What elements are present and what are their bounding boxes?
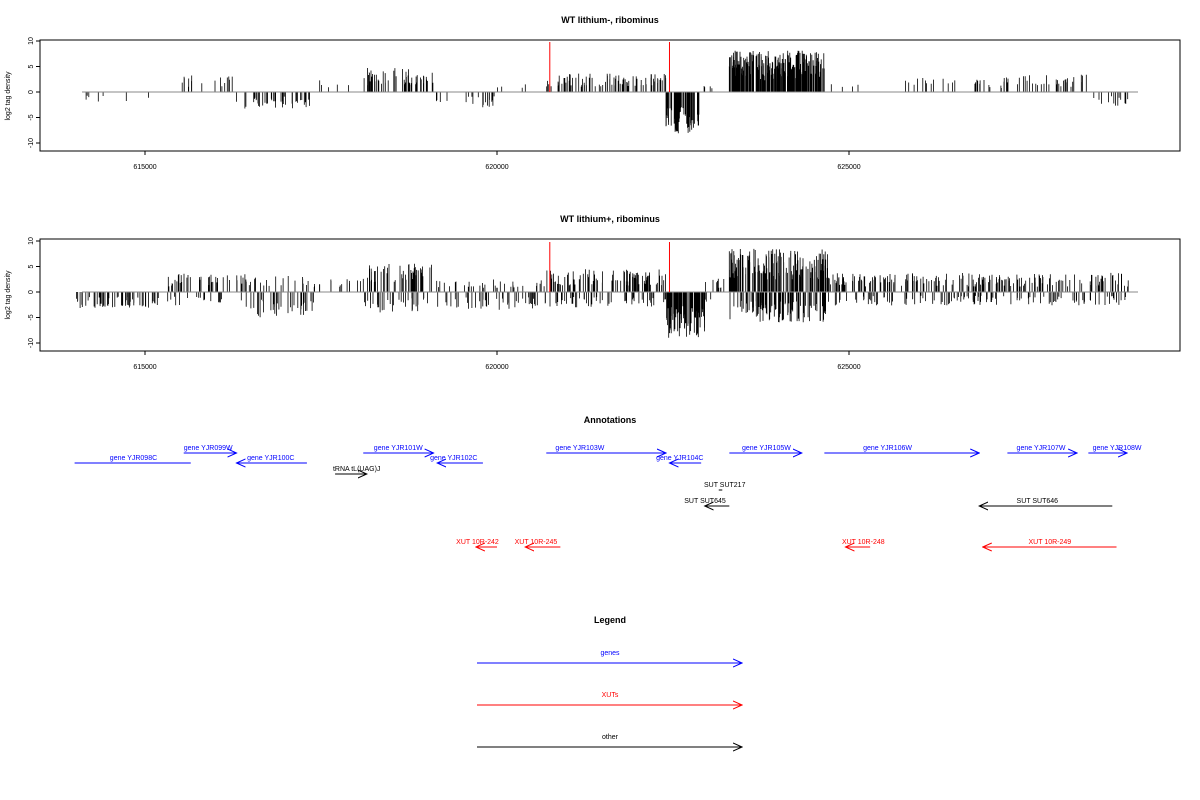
annotation-feature: tRNA tL(UAG)J [333, 466, 380, 474]
y-tick-label: -10 [28, 338, 35, 348]
panel-lithium-plus: WT lithium+, ribominus log2 tag density … [5, 214, 1181, 371]
feature-label: XUT 10R-249 [1029, 539, 1072, 546]
density-bars [85, 50, 1129, 134]
annotation-feature: gene YJR107W [1007, 445, 1077, 453]
legend-items: genes XUTs other [477, 650, 742, 747]
feature-label: SUT SUT645 [684, 498, 726, 505]
annotation-feature: SUT SUT645 [684, 498, 730, 506]
panel-2-markers [549, 242, 670, 292]
feature-label: XUT 10R-242 [456, 539, 499, 546]
x-tick-label: 615000 [133, 164, 156, 171]
panel-2-x-axis: 615000 620000 625000 [133, 351, 861, 371]
feature-label: gene YJR101W [374, 445, 423, 452]
annotation-feature: gene YJR099W [183, 445, 237, 453]
annotations-title: Annotations [584, 415, 637, 425]
x-tick-label: 620000 [485, 364, 508, 371]
x-tick-label: 615000 [133, 364, 156, 371]
y-tick-label: 0 [28, 290, 35, 294]
feature-label: gene YJR100C [247, 455, 294, 462]
annotation-feature: gene YJR104C [656, 455, 703, 463]
panel-1-y-axis: 10 5 0 -5 -10 [28, 37, 40, 148]
panel-2-y-axis: 10 5 0 -5 -10 [28, 237, 40, 348]
x-tick-label: 625000 [837, 164, 860, 171]
legend-item: other [477, 734, 742, 747]
panel-1-frame [39, 39, 1181, 152]
feature-label: gene YJR105W [742, 445, 791, 452]
annotation-items: gene YJR098C gene YJR099W gene YJR100C gene… [74, 445, 1142, 547]
y-tick-label: 10 [28, 37, 35, 45]
feature-label: gene YJR103W [555, 445, 604, 452]
panel-1-x-axis: 615000 620000 625000 [133, 151, 861, 171]
annotation-feature: XUT 10R-242 [456, 539, 499, 547]
y-tick-label: 0 [28, 90, 35, 94]
annotation-feature: gene YJR102C [430, 455, 483, 463]
feature-label: XUT 10R-245 [515, 539, 558, 546]
feature-label: XUT 10R-248 [842, 539, 885, 546]
annotation-feature: gene YJR101W [363, 445, 433, 453]
legend-label: other [602, 734, 619, 741]
panel-2-title: WT lithium+, ribominus [560, 214, 660, 224]
feature-label: SUT SUT217 [704, 482, 746, 489]
annotation-feature: SUT SUT646 [979, 498, 1113, 506]
x-tick-label: 625000 [837, 364, 860, 371]
legend-label: XUTs [602, 692, 619, 699]
annotation-feature: gene YJR103W [546, 445, 666, 453]
annotation-feature: gene YJR108W [1088, 445, 1142, 453]
panel-1-ylabel: log2 tag density [5, 71, 12, 121]
panel-1-title: WT lithium-, ribominus [561, 15, 659, 25]
feature-label: gene YJR099W [184, 445, 233, 452]
annotation-feature: gene YJR106W [824, 445, 979, 453]
panel-1-bars [85, 50, 1129, 134]
panel-lithium-minus: WT lithium-, ribominus log2 tag density … [5, 15, 1181, 171]
feature-label: gene YJR098C [110, 455, 157, 462]
legend-section: Legend genes XUTs other [477, 615, 742, 747]
y-tick-label: -5 [28, 314, 35, 320]
panel-1-markers [549, 42, 670, 92]
density-bars [76, 248, 1129, 338]
panel-2-frame [39, 238, 1181, 352]
feature-label: SUT SUT646 [1017, 498, 1059, 505]
panel-2-bars [76, 248, 1129, 338]
feature-label: tRNA tL(UAG)J [333, 466, 380, 473]
y-tick-label: 10 [28, 237, 35, 245]
y-tick-label: 5 [28, 64, 35, 68]
feature-label: gene YJR106W [863, 445, 912, 452]
annotation-feature: SUT SUT217 [704, 482, 746, 491]
panel-2-ylabel: log2 tag density [5, 270, 12, 320]
legend-label: genes [600, 650, 620, 657]
x-tick-label: 620000 [485, 164, 508, 171]
y-tick-label: -5 [28, 114, 35, 120]
annotation-feature: XUT 10R-245 [515, 539, 561, 547]
annotation-feature: gene YJR105W [729, 445, 802, 453]
legend-item: XUTs [477, 692, 742, 705]
feature-label: gene YJR107W [1017, 445, 1066, 452]
annotation-feature: gene YJR098C [74, 455, 191, 464]
feature-label: gene YJR104C [656, 455, 703, 462]
legend-title: Legend [594, 615, 626, 625]
feature-label: gene YJR102C [430, 455, 477, 462]
legend-item: genes [477, 650, 742, 663]
y-tick-label: -10 [28, 138, 35, 148]
annotation-feature: XUT 10R-249 [983, 539, 1117, 547]
annotation-feature: XUT 10R-248 [842, 539, 885, 547]
feature-label: gene YJR108W [1093, 445, 1142, 452]
y-tick-label: 5 [28, 264, 35, 268]
annotation-feature: gene YJR100C [237, 455, 307, 463]
